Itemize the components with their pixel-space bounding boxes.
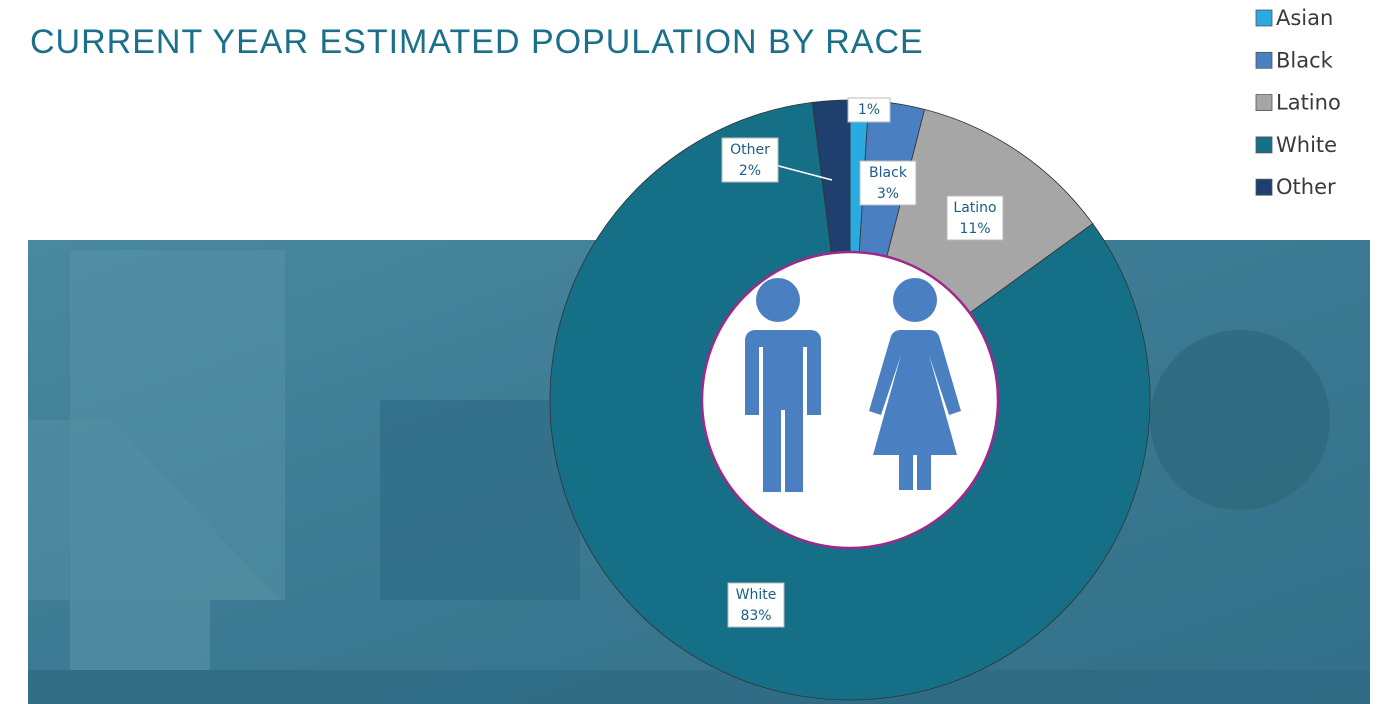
legend-label: Asian [1276, 6, 1333, 30]
data-label: 11% [959, 221, 990, 237]
data-label-name: Black [869, 165, 908, 181]
data-label-box [727, 582, 785, 628]
legend-label: Black [1276, 48, 1334, 72]
data-label-box [946, 195, 1004, 241]
legend-swatch [1255, 136, 1273, 154]
legend-label: Latino [1276, 91, 1341, 115]
data-label: 1% [858, 102, 880, 118]
leader-line [774, 164, 833, 181]
data-label: 2% [739, 163, 761, 179]
center-icon [700, 250, 1000, 550]
legend-swatch [1255, 9, 1273, 27]
data-label-name: White [736, 587, 777, 603]
data-label-box [721, 137, 779, 183]
legend-label: Other [1276, 175, 1336, 199]
data-label: 3% [877, 186, 899, 202]
legend-swatch [1255, 51, 1273, 69]
data-label-name: Latino [953, 200, 996, 216]
legend-swatch [1255, 94, 1273, 111]
data-label: 83% [740, 608, 771, 624]
data-label-box [859, 160, 917, 206]
legend-swatch [1255, 178, 1273, 196]
legend: Asian Black Latino White Other [1255, 6, 1341, 199]
chart-title: CURRENT YEAR ESTIMATED POPULATION BY RAC… [30, 23, 924, 61]
data-labels: 1% Black 3% Latino 11% White 83% Other 2% [721, 97, 1004, 628]
data-label-box [847, 97, 891, 123]
data-label-name: Other [730, 142, 770, 158]
legend-label: White [1276, 133, 1337, 157]
